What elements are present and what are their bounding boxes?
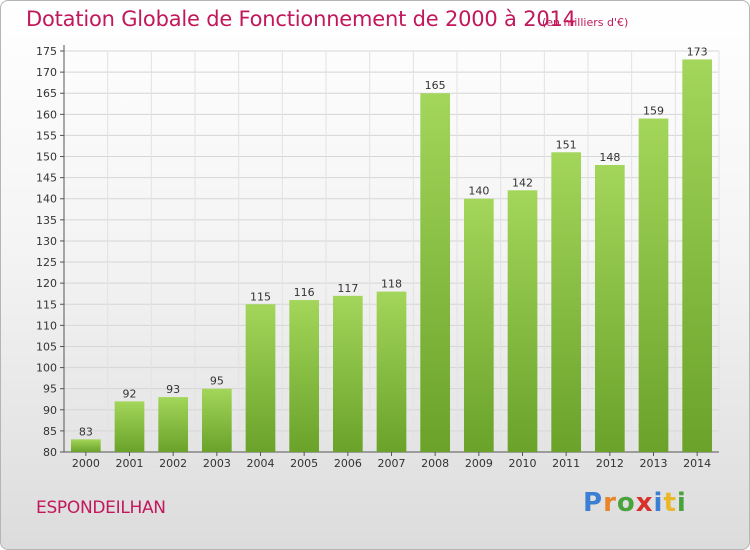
y-tick-label: 175 xyxy=(36,45,57,58)
y-tick-label: 85 xyxy=(43,425,57,438)
y-tick-label: 150 xyxy=(36,151,57,164)
data-label-2000: 83 xyxy=(79,425,93,438)
data-label-2005: 116 xyxy=(294,286,315,299)
y-tick-label: 130 xyxy=(36,235,57,248)
bar-2002 xyxy=(158,397,189,452)
y-tick-label: 170 xyxy=(36,66,57,79)
data-label-2012: 148 xyxy=(599,151,620,164)
data-label-2003: 95 xyxy=(210,375,224,388)
bar-2007 xyxy=(376,291,407,452)
x-tick-label-2014: 2014 xyxy=(683,457,711,470)
chart-title: Dotation Globale de Fonctionnement de 20… xyxy=(26,7,576,31)
logo-letter: r xyxy=(603,488,617,518)
logo-letter: i xyxy=(676,488,687,518)
y-tick-label: 135 xyxy=(36,214,57,227)
bar-2004 xyxy=(245,304,276,452)
bar-2008 xyxy=(420,93,451,453)
logo-letter: o xyxy=(616,488,636,518)
x-tick-label-2007: 2007 xyxy=(378,457,406,470)
bar-2012 xyxy=(594,164,625,452)
commune-name: ESPONDEILHAN xyxy=(36,498,166,518)
data-label-2007: 118 xyxy=(381,278,402,291)
y-tick-label: 155 xyxy=(36,129,57,142)
bar-2013 xyxy=(638,118,669,453)
data-label-2010: 142 xyxy=(512,176,533,189)
x-tick-label-2009: 2009 xyxy=(465,457,493,470)
chart-subtitle: (en milliers d'€) xyxy=(542,16,629,29)
x-tick-label-2013: 2013 xyxy=(640,457,668,470)
y-tick-label: 115 xyxy=(36,298,57,311)
bar-2010 xyxy=(507,190,538,452)
data-label-2013: 159 xyxy=(643,105,664,118)
proxiti-logo: Proxiti xyxy=(583,488,687,518)
x-tick-label-2005: 2005 xyxy=(290,457,318,470)
y-tick-label: 90 xyxy=(43,404,57,417)
y-tick-label: 100 xyxy=(36,362,57,375)
bar-2011 xyxy=(551,152,582,452)
y-tick-label: 80 xyxy=(43,446,57,459)
bar-2005 xyxy=(289,300,320,452)
bar-2000 xyxy=(70,439,101,452)
x-tick-label-2001: 2001 xyxy=(116,457,144,470)
y-tick-label: 160 xyxy=(36,108,57,121)
bar-2006 xyxy=(332,295,363,452)
data-label-2011: 151 xyxy=(556,138,577,151)
y-tick-label: 140 xyxy=(36,193,57,206)
data-label-2004: 115 xyxy=(250,290,271,303)
logo-letter: i xyxy=(653,488,664,518)
logo-letter: x xyxy=(635,488,654,518)
bar-2003 xyxy=(201,388,232,452)
bars xyxy=(70,59,713,453)
data-label-2009: 140 xyxy=(468,185,489,198)
x-tick-label-2003: 2003 xyxy=(203,457,231,470)
x-tick-label-2000: 2000 xyxy=(72,457,100,470)
logo-letter: P xyxy=(583,488,604,518)
bar-2001 xyxy=(114,401,145,452)
y-tick-label: 145 xyxy=(36,172,57,185)
y-tick-label: 105 xyxy=(36,340,57,353)
x-tick-label-2012: 2012 xyxy=(596,457,624,470)
data-label-2001: 92 xyxy=(123,387,137,400)
y-tick-label: 95 xyxy=(43,383,57,396)
y-tick-label: 110 xyxy=(36,319,57,332)
y-tick-label: 120 xyxy=(36,277,57,290)
data-label-2014: 173 xyxy=(687,45,708,58)
x-tick-label-2008: 2008 xyxy=(421,457,449,470)
logo-letter: t xyxy=(663,488,677,518)
data-label-2008: 165 xyxy=(425,79,446,92)
data-label-2002: 93 xyxy=(166,383,180,396)
x-tick-label-2002: 2002 xyxy=(159,457,187,470)
x-tick-label-2011: 2011 xyxy=(552,457,580,470)
bar-2009 xyxy=(463,198,494,452)
y-tick-label: 165 xyxy=(36,87,57,100)
data-label-2006: 117 xyxy=(337,282,358,295)
bar-2014 xyxy=(682,59,713,452)
labels: 80 85 90 95 100 105 110 115 120 125 130 135 140 145 15… xyxy=(36,45,711,470)
y-tick-label: 125 xyxy=(36,256,57,269)
x-tick-label-2010: 2010 xyxy=(509,457,537,470)
x-tick-label-2006: 2006 xyxy=(334,457,362,470)
x-tick-label-2004: 2004 xyxy=(247,457,275,470)
